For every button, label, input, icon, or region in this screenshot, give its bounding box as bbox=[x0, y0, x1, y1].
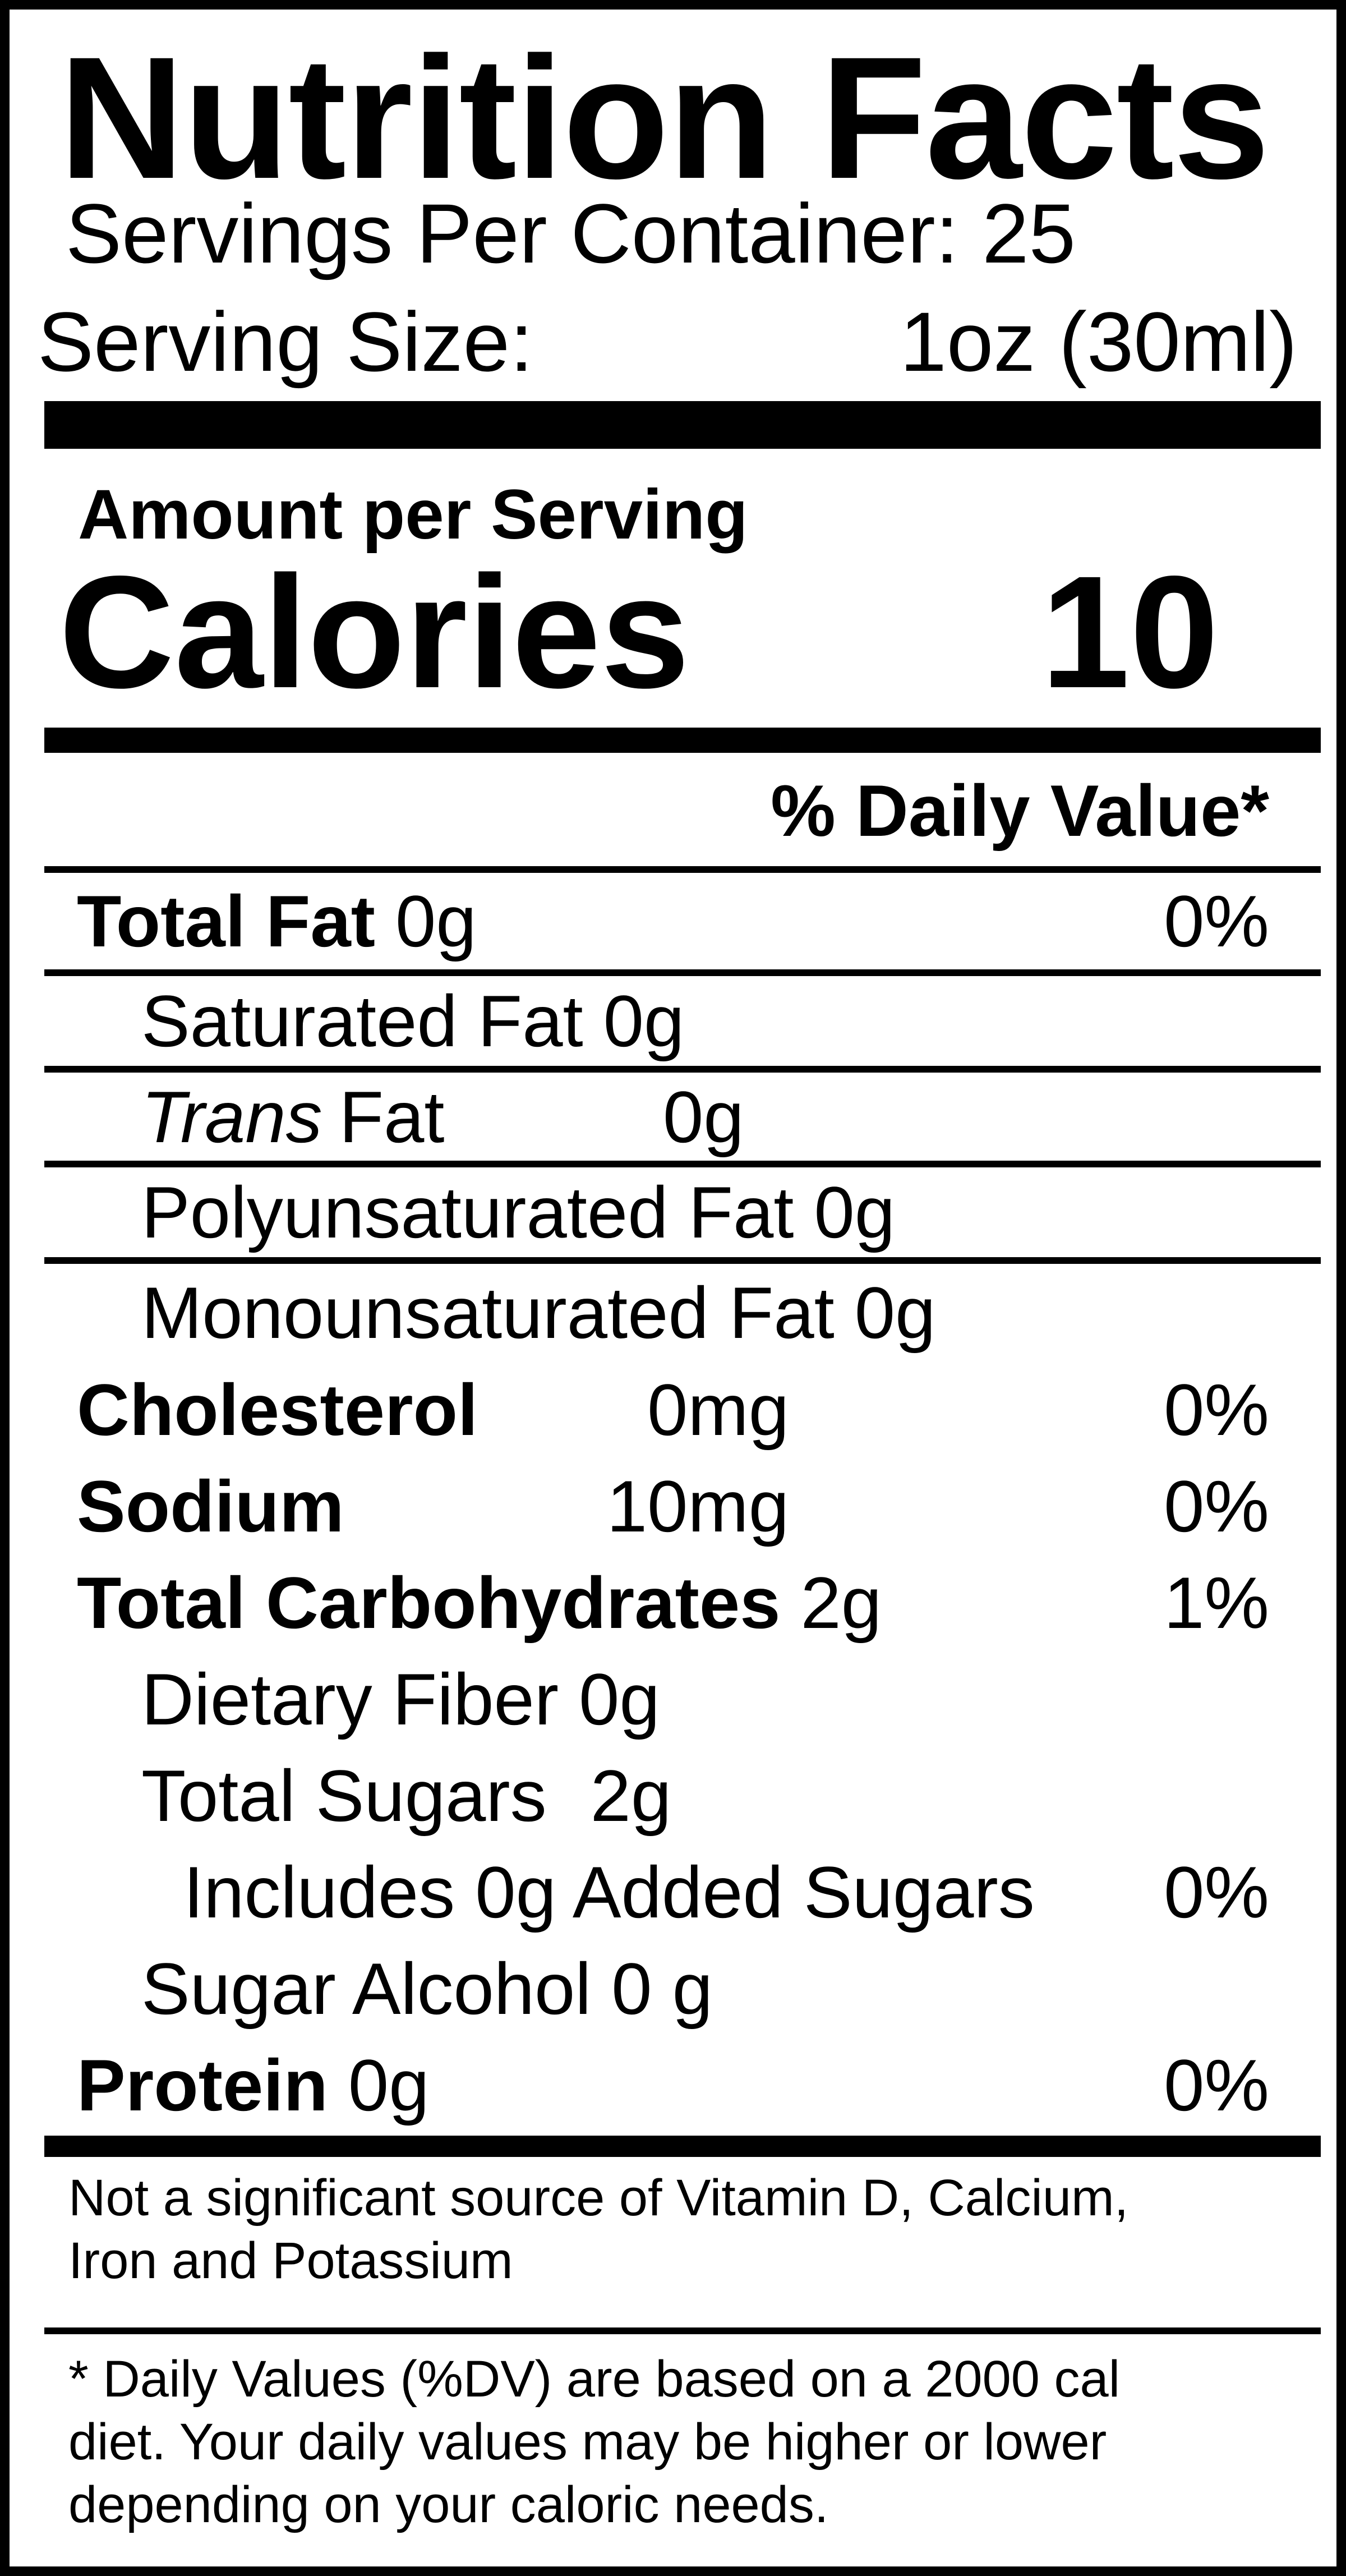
divider-thick-bottom bbox=[44, 2136, 1321, 2157]
row-total-sugars: Total Sugars 2g bbox=[141, 1747, 1269, 1844]
nutrient-amount: 2g bbox=[800, 1562, 882, 1644]
rule-2 bbox=[44, 969, 1321, 976]
nutrient-name: Saturated Fat bbox=[141, 980, 583, 1062]
nutrient-name-italic: Trans bbox=[141, 1075, 322, 1158]
nutrient-amount: 0g bbox=[348, 2044, 430, 2126]
nutrient-name: Total Sugars bbox=[141, 1755, 547, 1837]
nutrient-dv: 1% bbox=[1164, 1562, 1269, 1644]
nutrient-amount: 0g bbox=[663, 1075, 744, 1158]
row-total-fat: Total Fat 0g 0% bbox=[77, 873, 1269, 969]
nutrient-name: Sodium bbox=[77, 1465, 344, 1547]
row-saturated-fat: Saturated Fat 0g bbox=[141, 976, 1269, 1066]
row-added-sugars: Includes 0g Added Sugars 0% bbox=[183, 1844, 1269, 1940]
nutrient-dv: 0% bbox=[1164, 1851, 1269, 1933]
amount-per-serving-heading: Amount per Serving bbox=[78, 476, 748, 554]
calories-label: Calories bbox=[59, 543, 690, 721]
nutrient-amount: 2g bbox=[590, 1755, 672, 1837]
nutrient-amount: 0g bbox=[603, 980, 685, 1062]
row-polyunsaturated-fat: Polyunsaturated Fat 0g bbox=[141, 1167, 1269, 1257]
nutrient-amount: 0g bbox=[854, 1272, 936, 1354]
not-significant-note: Not a significant source of Vitamin D, C… bbox=[68, 2169, 1129, 2289]
nutrient-name: Monounsaturated Fat bbox=[141, 1272, 835, 1354]
rule-4 bbox=[44, 1161, 1321, 1167]
calories-value: 10 bbox=[1040, 543, 1219, 721]
row-cholesterol: Cholesterol 0mg 0% bbox=[77, 1361, 1269, 1458]
nutrient-amount: 0 g bbox=[611, 1948, 713, 2030]
calories-row: Calories 10 bbox=[59, 553, 1219, 712]
nutrient-dv: 0% bbox=[1164, 1465, 1269, 1547]
nutrient-dv: 0% bbox=[1164, 880, 1269, 962]
nutrient-name: Fat bbox=[339, 1075, 445, 1158]
servings-per-container: Servings Per Container: 25 bbox=[66, 186, 1076, 280]
nutrient-dv: 0% bbox=[1164, 2044, 1269, 2126]
divider-thick-calories bbox=[44, 728, 1321, 753]
nutrient-amount: 0g bbox=[579, 1658, 660, 1740]
nutrient-name: Polyunsaturated Fat bbox=[141, 1171, 794, 1253]
daily-value-header: % Daily Value* bbox=[771, 769, 1269, 852]
row-sodium: Sodium 10mg 0% bbox=[77, 1458, 1269, 1554]
nutrient-name: Includes 0g Added Sugars bbox=[183, 1851, 1035, 1933]
serving-size-label: Serving Size: bbox=[38, 295, 533, 389]
nutrient-name: Cholesterol bbox=[77, 1369, 478, 1451]
row-sugar-alcohol: Sugar Alcohol 0 g bbox=[141, 1940, 1269, 2037]
nutrient-name: Dietary Fiber bbox=[141, 1658, 559, 1740]
nutrient-dv: 0% bbox=[1164, 1369, 1269, 1451]
nutrient-name: Sugar Alcohol bbox=[141, 1948, 592, 2030]
row-total-carbohydrates: Total Carbohydrates 2g 1% bbox=[77, 1554, 1269, 1651]
nutrient-name: Total Carbohydrates bbox=[77, 1562, 781, 1644]
daily-value-footnote: * Daily Values (%DV) are based on a 2000… bbox=[68, 2350, 1121, 2533]
nutrient-amount: 10mg bbox=[606, 1465, 789, 1547]
nutrient-name: Protein bbox=[77, 2044, 328, 2126]
nutrient-amount: 0g bbox=[395, 880, 477, 962]
rule-1 bbox=[44, 866, 1321, 873]
row-trans-fat: Trans Fat 0g bbox=[141, 1073, 1269, 1161]
nutrient-name: Total Fat bbox=[77, 880, 375, 962]
row-monounsaturated-fat: Monounsaturated Fat 0g bbox=[141, 1265, 1269, 1360]
rule-footnote bbox=[44, 2327, 1321, 2334]
rule-5 bbox=[44, 1257, 1321, 1264]
serving-size-value: 1oz (30ml) bbox=[900, 295, 1297, 389]
serving-size-row: Serving Size: 1oz (30ml) bbox=[38, 300, 1297, 384]
nutrient-amount: 0mg bbox=[647, 1369, 789, 1451]
divider-thick-top bbox=[44, 401, 1321, 449]
nutrient-amount: 0g bbox=[814, 1171, 896, 1253]
rule-3 bbox=[44, 1066, 1321, 1073]
row-dietary-fiber: Dietary Fiber 0g bbox=[141, 1651, 1269, 1747]
row-protein: Protein 0g 0% bbox=[77, 2037, 1269, 2133]
label-title: Nutrition Facts bbox=[59, 20, 1270, 215]
